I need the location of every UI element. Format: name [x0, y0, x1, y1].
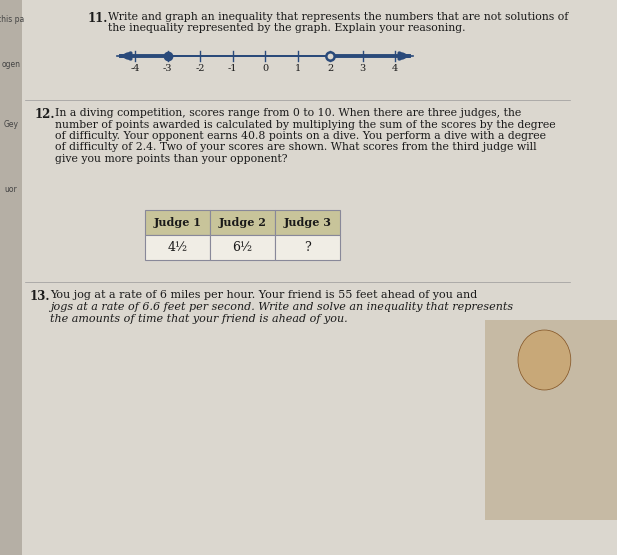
Text: this pa: this pa: [0, 15, 24, 24]
Text: 4½: 4½: [167, 241, 188, 254]
Text: 11.: 11.: [88, 12, 109, 25]
Text: of difficulty. Your opponent earns 40.8 points on a dive. You perform a dive wit: of difficulty. Your opponent earns 40.8 …: [55, 131, 546, 141]
Text: 6½: 6½: [233, 241, 252, 254]
Text: jogs at a rate of 6.6 feet per second. Write and solve an inequality that repres: jogs at a rate of 6.6 feet per second. W…: [50, 302, 513, 312]
Bar: [145, 210, 210, 235]
Text: 13.: 13.: [30, 290, 51, 303]
Text: Judge 1: Judge 1: [154, 217, 201, 228]
Text: Gey: Gey: [4, 120, 19, 129]
Text: ?: ?: [304, 241, 311, 254]
Text: of difficulty of 2.4. Two of your scores are shown. What scores from the third j: of difficulty of 2.4. Two of your scores…: [55, 143, 537, 153]
Text: You jog at a rate of 6 miles per hour. Your friend is 55 feet ahead of you and: You jog at a rate of 6 miles per hour. Y…: [50, 290, 478, 300]
Bar: [145, 235, 210, 260]
Text: 0: 0: [262, 64, 268, 73]
Bar: [0, 0, 22, 555]
Bar: [275, 210, 340, 235]
Bar: [485, 320, 617, 520]
Text: -2: -2: [195, 64, 205, 73]
Text: -1: -1: [228, 64, 238, 73]
Text: give you more points than your opponent?: give you more points than your opponent?: [55, 154, 288, 164]
Text: In a diving competition, scores range from 0 to 10. When there are three judges,: In a diving competition, scores range fr…: [55, 108, 521, 118]
Text: 4: 4: [392, 64, 398, 73]
Text: the amounts of time that your friend is ahead of you.: the amounts of time that your friend is …: [50, 314, 347, 324]
Bar: [210, 235, 275, 260]
Text: Judge 3: Judge 3: [283, 217, 331, 228]
Ellipse shape: [518, 330, 571, 390]
Text: number of points awarded is calculated by multiplying the sum of the scores by t: number of points awarded is calculated b…: [55, 119, 556, 129]
Text: -3: -3: [163, 64, 172, 73]
Text: 2: 2: [327, 64, 333, 73]
Bar: [210, 210, 275, 235]
Text: -4: -4: [130, 64, 139, 73]
Text: Write and graph an inequality that represents the numbers that are not solutions: Write and graph an inequality that repre…: [108, 12, 568, 22]
Text: uor: uor: [4, 185, 17, 194]
Text: the inequality represented by the graph. Explain your reasoning.: the inequality represented by the graph.…: [108, 23, 465, 33]
Text: 12.: 12.: [35, 108, 56, 121]
Bar: [275, 235, 340, 260]
Text: Judge 2: Judge 2: [218, 217, 267, 228]
Text: ogen: ogen: [1, 60, 20, 69]
Text: 1: 1: [294, 64, 300, 73]
Text: 3: 3: [359, 64, 366, 73]
